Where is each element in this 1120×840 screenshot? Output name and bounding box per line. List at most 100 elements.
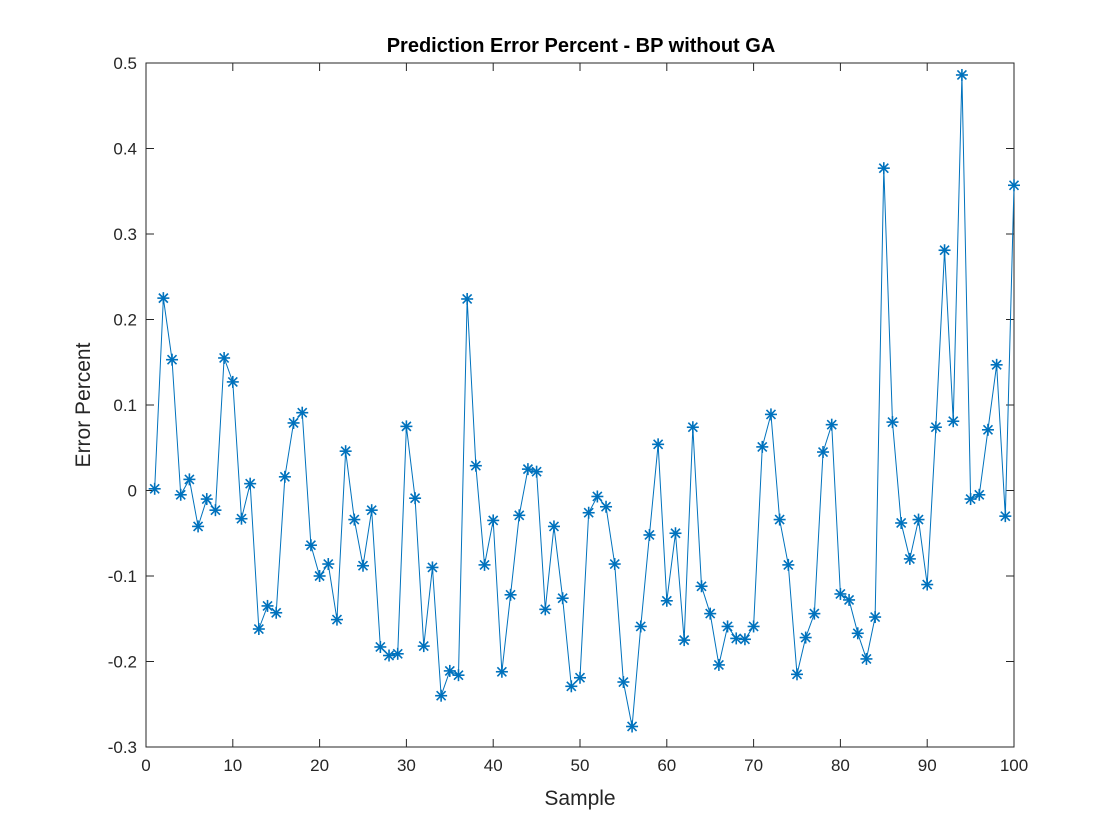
data-point-marker	[478, 558, 491, 571]
data-point-marker	[174, 488, 187, 501]
plot-area: 0 10 20 30 40 50 60 70 80 90 100 -0.3 -0.2 -0.1 0 0.1 0.…	[108, 54, 1028, 775]
y-tick-label: -0.2	[108, 653, 137, 672]
data-point-marker	[860, 652, 873, 665]
data-point-marker	[226, 375, 239, 388]
y-tick-label: 0.4	[113, 140, 137, 159]
x-axis-label: Sample	[544, 787, 615, 810]
data-point-marker	[270, 606, 283, 619]
data-point-marker	[634, 620, 647, 633]
data-point-marker	[348, 513, 361, 526]
data-point-marker	[825, 418, 838, 431]
data-point-marker	[513, 509, 526, 522]
data-point-marker	[912, 513, 925, 526]
y-tick-label: 0.2	[113, 311, 137, 330]
data-point-marker	[235, 512, 248, 525]
data-point-marker	[426, 561, 439, 574]
data-point-marker	[339, 445, 352, 458]
data-point-marker	[357, 559, 369, 572]
data-point-marker	[869, 611, 882, 624]
data-point-marker	[192, 520, 205, 533]
data-point-marker	[504, 588, 517, 601]
data-point-marker	[200, 493, 213, 506]
x-tick-label: 100	[1000, 756, 1028, 775]
data-point-marker	[409, 492, 422, 505]
x-tick-label: 60	[657, 756, 676, 775]
data-point-marker	[990, 358, 1003, 371]
data-point-marker	[886, 416, 899, 429]
data-point-marker	[383, 649, 396, 662]
data-point-marker	[539, 603, 552, 616]
data-point-marker	[452, 669, 465, 682]
data-point-marker	[877, 162, 890, 175]
data-point-marker	[947, 415, 960, 428]
data-point-marker	[330, 613, 343, 626]
data-point-marker	[574, 671, 586, 684]
data-point-marker	[218, 351, 231, 364]
tick-marks	[145, 62, 1015, 748]
x-tick-label: 10	[223, 756, 242, 775]
y-axis-label: Error Percent	[72, 342, 95, 467]
data-point-marker	[817, 446, 830, 459]
x-tick-label: 40	[484, 756, 503, 775]
data-point-marker	[929, 421, 942, 434]
data-point-marker	[660, 594, 673, 607]
x-tick-label: 0	[141, 756, 150, 775]
data-point-marker	[582, 506, 595, 519]
data-point-marker	[895, 516, 908, 529]
data-point-marker	[313, 570, 326, 582]
data-point-marker	[851, 627, 864, 640]
data-point-marker	[183, 473, 196, 486]
data-point-marker	[678, 634, 691, 647]
data-point-marker	[764, 408, 777, 421]
data-point-marker	[400, 420, 413, 433]
data-point-marker	[608, 558, 621, 571]
data-point-marker	[843, 593, 856, 606]
x-tick-label: 80	[831, 756, 850, 775]
data-point-marker	[981, 423, 994, 436]
data-point-marker	[304, 539, 317, 552]
data-point-marker	[999, 510, 1012, 523]
data-point-marker	[756, 440, 769, 453]
tick-labels: 0 10 20 30 40 50 60 70 80 90 100 -0.3 -0.2 -0.1 0 0.1 0.…	[108, 54, 1028, 775]
data-point-marker	[495, 665, 508, 678]
data-point-marker	[166, 353, 179, 366]
data-point-marker	[695, 580, 708, 593]
data-point-marker	[461, 292, 474, 305]
x-tick-label: 50	[571, 756, 590, 775]
data-point-marker	[435, 689, 448, 702]
x-tick-label: 90	[918, 756, 937, 775]
y-tick-label: 0	[128, 482, 137, 501]
y-tick-label: 0.3	[113, 225, 137, 244]
data-point-marker	[617, 676, 630, 689]
data-point-marker	[565, 680, 578, 693]
data-point-marker	[782, 558, 795, 571]
data-point-marker	[148, 482, 161, 495]
data-point-marker	[791, 668, 803, 681]
data-point-marker	[669, 527, 682, 540]
data-point-marker	[834, 587, 847, 600]
data-point-marker	[391, 647, 404, 660]
data-point-marker	[730, 632, 743, 645]
data-point-marker	[530, 465, 543, 478]
data-point-marker	[252, 623, 265, 636]
y-tick-label: 0.5	[113, 54, 137, 73]
data-point-marker	[808, 607, 821, 620]
data-point-marker	[903, 552, 916, 565]
data-point-marker	[600, 500, 613, 513]
data-point-marker	[1008, 179, 1020, 192]
data-point-marker	[643, 528, 656, 541]
chart-title: Prediction Error Percent - BP without GA	[387, 35, 776, 57]
data-point-marker	[704, 607, 717, 620]
series-line	[154, 74, 1015, 727]
data-point-marker	[738, 633, 751, 646]
data-point-marker	[521, 463, 534, 476]
x-tick-label: 30	[397, 756, 416, 775]
data-point-marker	[921, 578, 934, 591]
data-point-marker	[556, 592, 569, 605]
data-point-marker	[747, 620, 760, 633]
series-error-percent	[148, 68, 1020, 733]
data-point-marker	[209, 504, 222, 517]
y-tick-label: -0.3	[108, 738, 137, 757]
data-point-marker	[417, 640, 430, 653]
